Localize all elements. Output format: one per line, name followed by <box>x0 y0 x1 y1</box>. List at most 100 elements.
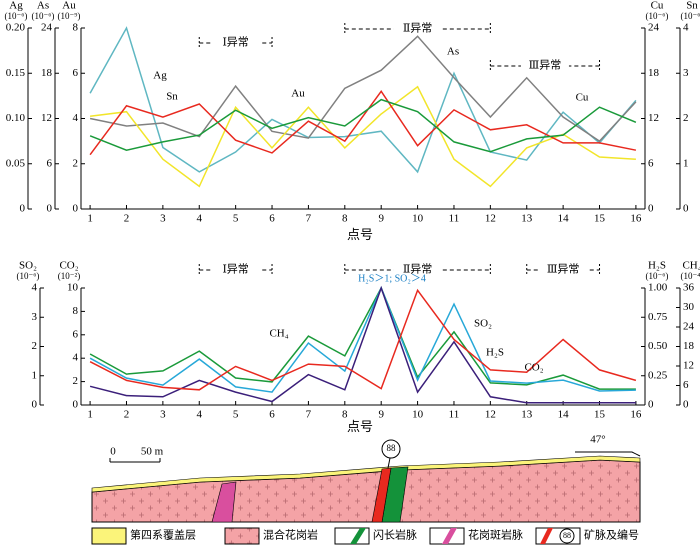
y-tick-label: 0.05 <box>6 157 26 169</box>
x-tick-label: 8 <box>342 409 348 421</box>
y-tick-label: 24 <box>648 22 660 34</box>
anomaly-label-bg <box>539 263 588 277</box>
series-line <box>89 285 636 404</box>
strike: 47° <box>590 434 605 446</box>
anomaly-label: Ⅱ异常 <box>403 22 432 35</box>
x-tick-label: 12 <box>485 409 496 421</box>
y-tick-label: 0.10 <box>6 112 26 124</box>
x-tick-label: 7 <box>306 409 312 421</box>
strike-arrow <box>575 451 641 457</box>
y-tick-label: 0 <box>47 203 53 215</box>
x-tick-label: 6 <box>269 213 275 225</box>
x-tick-label: 7 <box>306 213 312 225</box>
axis-unit: (10⁻⁶) <box>646 11 669 21</box>
x-tick-label: 6 <box>269 409 275 421</box>
y-tick-label: 3 <box>683 67 689 79</box>
y-tick-label: 36 <box>683 282 695 294</box>
axis-unit: (10⁻⁶) <box>5 11 28 21</box>
vein-number: 88 <box>387 443 397 453</box>
y-tick-label: 0 <box>648 399 654 411</box>
y-tick-label: 0 <box>648 203 654 215</box>
legend-swatch <box>559 528 575 544</box>
series-line <box>89 286 636 390</box>
anomaly-label-bg <box>211 263 260 277</box>
y-tick-label: 30 <box>683 301 695 313</box>
y-tick-label: 0.20 <box>6 22 26 34</box>
y-tick-label: 0.15 <box>6 67 26 79</box>
axis-name: CO₂ <box>59 260 78 272</box>
series-label: Cu <box>576 92 589 104</box>
x-tick-label: 14 <box>558 409 570 421</box>
annotation: H₂S＞1; SO₂＞4 <box>358 273 426 284</box>
axis-name: Sn <box>686 0 698 12</box>
axis-unit: (10⁻⁶) <box>681 11 700 21</box>
y-tick-label: 8 <box>73 22 79 34</box>
y-tick-label: 0 <box>20 203 26 215</box>
x-tick-label: 15 <box>594 213 606 225</box>
axis-name: As <box>37 0 49 12</box>
anomaly-label-bg <box>520 59 569 73</box>
legend-swatch <box>91 527 127 545</box>
y-tick-label: 2 <box>73 157 79 169</box>
scale-zero: 0 <box>110 446 116 458</box>
y-tick-label: 0 <box>73 203 79 215</box>
x-tick-label: 1 <box>87 409 93 421</box>
y-tick-label: 24 <box>683 321 695 333</box>
y-tick-label: 2 <box>32 340 38 352</box>
y-tick-label: 18 <box>683 340 695 352</box>
legend-label: 花岗斑岩脉 <box>468 528 523 542</box>
y-tick-label: 4 <box>73 352 79 364</box>
y-tick-label: 0 <box>73 399 79 411</box>
y-tick-label: 6 <box>683 379 689 391</box>
y-tick-label: 12 <box>648 112 659 124</box>
axis-name: Ag <box>9 0 23 12</box>
x-tick-label: 15 <box>594 409 606 421</box>
series-label: SO₂ <box>474 318 492 330</box>
x-tick-label: 12 <box>485 213 496 225</box>
legend-swatch <box>350 528 366 544</box>
series-label: H₂S <box>486 347 504 359</box>
legend-swatch <box>224 527 260 545</box>
x-tick-label: 4 <box>197 213 203 225</box>
x-tick-label: 14 <box>558 213 570 225</box>
y-tick-label: 2 <box>683 112 689 124</box>
series-label: As <box>447 46 459 58</box>
x-tick-label: 13 <box>521 213 533 225</box>
axis-unit: (10⁻²) <box>58 271 80 281</box>
series-line <box>90 85 636 188</box>
ore-vein <box>371 467 392 523</box>
y-tick-label: 6 <box>648 157 654 169</box>
chart: Ag(10⁻⁶)00.050.100.150.20As(10⁻⁶)0612182… <box>5 0 700 242</box>
x-axis-label: 点号 <box>347 227 373 242</box>
x-tick-label: 10 <box>412 409 424 421</box>
anomaly-label: Ⅲ异常 <box>529 59 562 72</box>
y-tick-label: 8 <box>73 305 79 317</box>
y-tick-label: 12 <box>41 112 52 124</box>
y-tick-label: 12 <box>683 360 694 372</box>
x-tick-label: 13 <box>521 409 533 421</box>
x-tick-label: 11 <box>449 409 460 421</box>
anomaly-label: Ⅰ异常 <box>222 36 248 49</box>
series-line <box>89 26 637 174</box>
axis-unit: (10⁻⁶) <box>17 271 40 281</box>
x-tick-label: 2 <box>124 213 130 225</box>
x-tick-label: 16 <box>630 409 642 421</box>
y-tick-label: 0 <box>683 399 689 411</box>
y-tick-label: 24 <box>41 22 53 34</box>
x-tick-label: 3 <box>160 409 166 421</box>
axis-name: SO₂ <box>19 260 37 272</box>
quaternary-cover <box>91 455 641 493</box>
x-tick-label: 2 <box>124 409 130 421</box>
series-label: CO₂ <box>524 362 543 374</box>
axis-name: Au <box>62 0 76 12</box>
y-tick-label: 6 <box>73 67 79 79</box>
y-tick-label: 2 <box>73 375 79 387</box>
series-label: Ag <box>153 70 167 82</box>
y-tick-label: 4 <box>73 112 79 124</box>
x-tick-label: 4 <box>197 409 203 421</box>
axis-name: H₂S <box>648 260 666 272</box>
y-tick-label: 18 <box>41 67 53 79</box>
y-tick-label: 4 <box>683 22 689 34</box>
series-line <box>89 89 637 156</box>
